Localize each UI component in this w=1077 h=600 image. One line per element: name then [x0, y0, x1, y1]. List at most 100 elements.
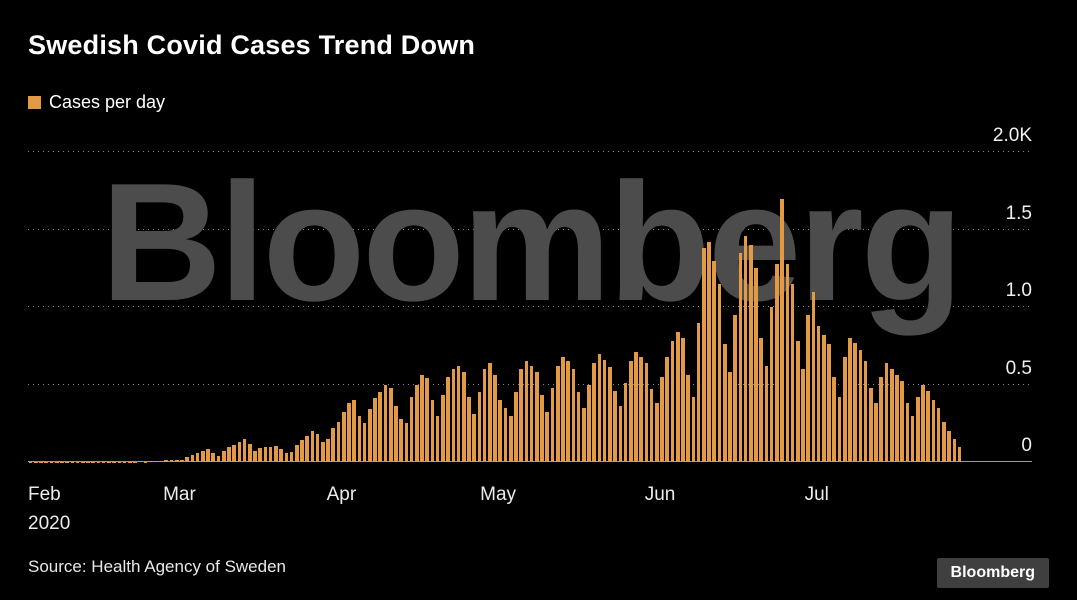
bar — [148, 461, 153, 462]
bar — [795, 341, 800, 462]
bar — [811, 291, 816, 462]
bar — [362, 423, 367, 462]
bar — [681, 338, 685, 462]
bar — [404, 423, 409, 462]
bar — [430, 400, 435, 462]
bar — [702, 248, 706, 462]
bar — [686, 375, 690, 462]
bar — [300, 440, 304, 462]
bar — [602, 359, 607, 462]
bar — [775, 263, 779, 462]
bar — [801, 369, 805, 462]
source-text: Source: Health Agency of Sweden — [28, 557, 286, 576]
bar — [305, 435, 310, 462]
bar — [446, 376, 450, 462]
legend: Cases per day — [28, 92, 165, 113]
bar — [185, 457, 189, 462]
bar — [644, 362, 649, 462]
bar — [535, 372, 539, 462]
bar — [357, 415, 362, 462]
bar — [263, 446, 268, 462]
bar — [790, 283, 795, 462]
bar — [879, 376, 884, 462]
bar — [665, 356, 670, 462]
bar — [597, 353, 602, 462]
bar — [503, 407, 508, 462]
bar — [915, 396, 920, 462]
bar — [660, 376, 664, 462]
bar — [905, 403, 910, 462]
bar — [326, 438, 330, 462]
bar — [874, 403, 878, 462]
bar — [921, 384, 925, 462]
bar — [253, 451, 257, 462]
x-axis-labels: Feb 2020 Mar Apr May Jun Jul — [28, 480, 963, 540]
bar — [435, 415, 440, 462]
bar — [743, 235, 748, 462]
bar — [655, 403, 659, 462]
bar — [832, 376, 837, 462]
bar — [279, 448, 283, 462]
bar — [164, 460, 169, 462]
bar — [712, 260, 717, 462]
bar — [863, 361, 868, 462]
bar — [670, 341, 675, 462]
bar — [388, 387, 393, 462]
bar — [237, 441, 242, 462]
y-tick-label: 0.5 — [1005, 357, 1032, 379]
bar — [613, 390, 617, 462]
bar — [195, 452, 200, 462]
bar — [728, 372, 732, 462]
legend-swatch-icon — [28, 96, 41, 109]
bar — [508, 415, 513, 462]
bar — [936, 407, 941, 462]
bar — [247, 444, 252, 462]
bloomberg-logo: Bloomberg — [936, 558, 1049, 588]
bar — [451, 369, 456, 462]
bar — [201, 451, 205, 462]
bar — [399, 418, 403, 462]
bar — [947, 431, 951, 462]
bar — [707, 241, 711, 462]
bar — [482, 369, 487, 462]
bar — [169, 460, 174, 462]
bar — [608, 367, 612, 462]
bar — [649, 389, 654, 462]
bar — [190, 455, 195, 462]
gridline — [28, 151, 1032, 152]
bar — [315, 434, 320, 462]
bar — [456, 365, 461, 462]
bar — [211, 452, 216, 462]
bar — [957, 446, 962, 462]
bar — [409, 396, 414, 462]
bar — [294, 444, 299, 462]
bar — [174, 459, 179, 462]
bar — [884, 362, 889, 462]
bar — [550, 387, 555, 462]
bar — [837, 396, 842, 462]
bar — [816, 325, 821, 462]
bar — [926, 390, 931, 462]
bar — [461, 372, 466, 462]
bar — [519, 369, 523, 462]
bar — [754, 268, 758, 462]
x-tick-label: Apr — [326, 484, 357, 505]
y-tick-label: 1.5 — [1005, 202, 1032, 224]
bar — [477, 392, 482, 462]
bar — [227, 447, 231, 462]
bar — [764, 365, 769, 462]
bar — [216, 455, 221, 462]
bar — [284, 453, 289, 462]
bar — [352, 400, 356, 462]
bar — [472, 413, 477, 462]
gridline — [28, 228, 1032, 230]
bar — [555, 365, 560, 462]
bar — [738, 252, 743, 462]
bar — [425, 378, 430, 462]
x-tick-label: Feb 2020 — [28, 484, 71, 535]
bar — [952, 438, 957, 462]
bar — [206, 448, 210, 462]
bar — [341, 412, 346, 462]
bar — [529, 365, 534, 462]
